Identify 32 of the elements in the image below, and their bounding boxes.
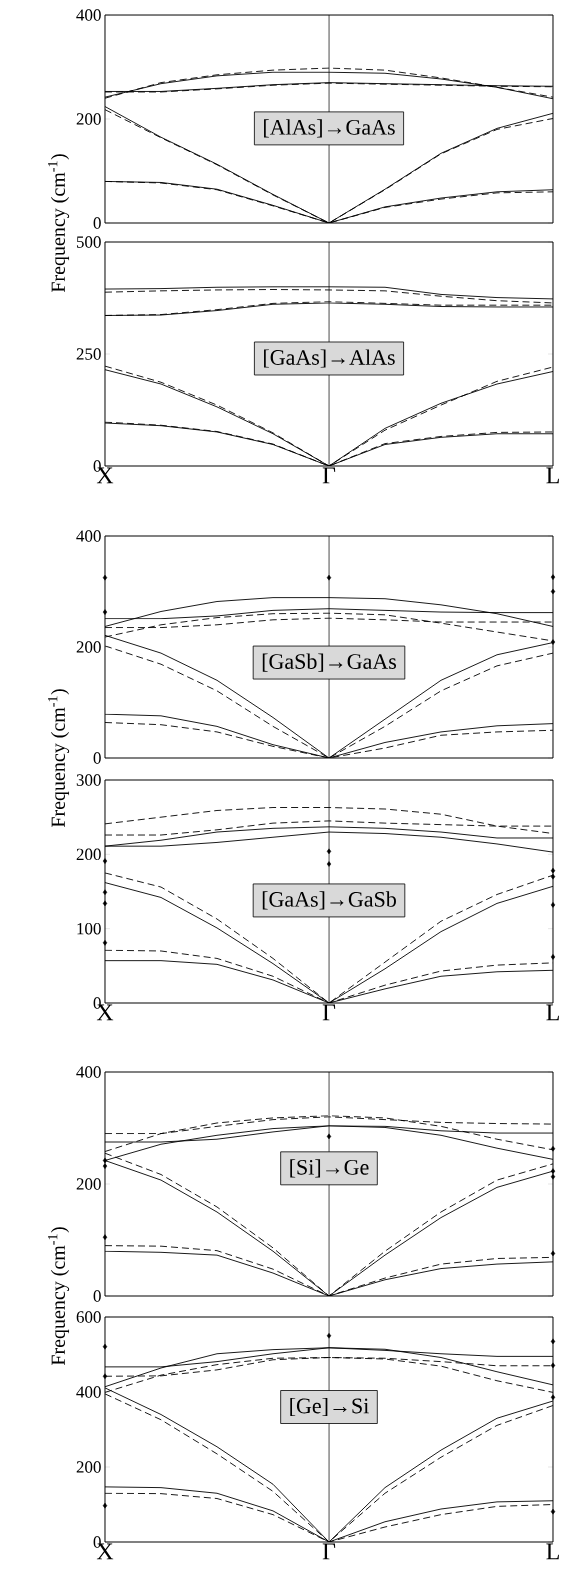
y-tick-label: 0 (93, 217, 101, 229)
y-tick-label: 200 (76, 848, 101, 861)
y-tick-label: 400 (76, 1066, 101, 1078)
x-tick-label: Γ (322, 1543, 336, 1560)
x-tick-label: L (546, 1004, 559, 1021)
y-tick-label: 400 (76, 1386, 101, 1398)
y-tick-label: 250 (76, 348, 101, 360)
y-tick-label: 200 (76, 641, 101, 653)
y-tick-label: 200 (76, 113, 101, 125)
y-tick-label: 600 (76, 1311, 101, 1323)
annotation: [AlAs]→GaAs (264, 119, 395, 138)
annotation: [Ge]→Si (290, 1397, 369, 1417)
x-tick-label: L (546, 467, 559, 484)
x-tick-label: Γ (322, 467, 336, 484)
y-tick-label: 200 (76, 1461, 101, 1473)
y-axis-title: Frequency (cm$^{-1}$) (48, 689, 70, 828)
y-tick-label: 300 (76, 774, 101, 786)
y-tick-label: 500 (76, 236, 101, 248)
y-axis-title: Frequency (cm$^{-1}$) (48, 1227, 70, 1366)
y-tick-label: 0 (93, 1290, 101, 1302)
x-tick-label: L (546, 1543, 559, 1560)
annotation: [Si]→Ge (290, 1159, 369, 1178)
annotation: [GaAs]→AlAs (264, 349, 395, 368)
x-tick-label: Γ (322, 1004, 336, 1021)
y-tick-label: 400 (76, 530, 101, 542)
y-tick-label: 400 (76, 9, 101, 21)
y-tick-label: 100 (77, 922, 101, 935)
annotation: [GaSb]→GaAs (262, 653, 397, 672)
y-tick-label: 200 (76, 1178, 101, 1190)
annotation: [GaAs]→GaSb (262, 891, 396, 910)
y-axis-title: Frequency (cm$^{-1}$) (48, 154, 70, 293)
y-tick-label: 0 (93, 752, 101, 764)
